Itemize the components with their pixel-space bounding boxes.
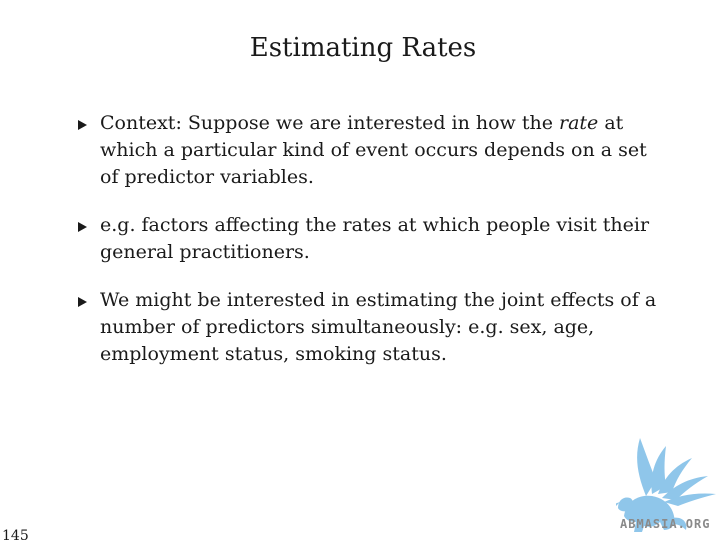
bullet-text-after: at which a particular kind of event occu… bbox=[100, 112, 647, 188]
slide-title: Estimating Rates bbox=[249, 33, 477, 63]
bullet-text: e.g. factors affecting the rates at whic… bbox=[100, 214, 650, 263]
bullet-text-emphasis: rate bbox=[559, 112, 599, 134]
triangle-bullet-icon bbox=[78, 120, 87, 130]
triangle-bullet-icon bbox=[78, 297, 87, 307]
bullet-item-context: Context: Suppose we are interested in ho… bbox=[78, 110, 668, 191]
griffin-logo-icon bbox=[616, 438, 716, 532]
triangle-bullet-icon bbox=[78, 222, 87, 232]
logo-text: ABMASIA.ORG bbox=[620, 517, 711, 531]
page-number: 145 bbox=[2, 528, 29, 544]
bullet-item-example: e.g. factors affecting the rates at whic… bbox=[78, 212, 668, 266]
bullet-item-joint-effects: We might be interested in estimating the… bbox=[78, 287, 668, 368]
bullet-list: Context: Suppose we are interested in ho… bbox=[78, 110, 668, 389]
bullet-text-before: Context: Suppose we are interested in ho… bbox=[100, 112, 560, 134]
bullet-text: We might be interested in estimating the… bbox=[100, 289, 657, 365]
